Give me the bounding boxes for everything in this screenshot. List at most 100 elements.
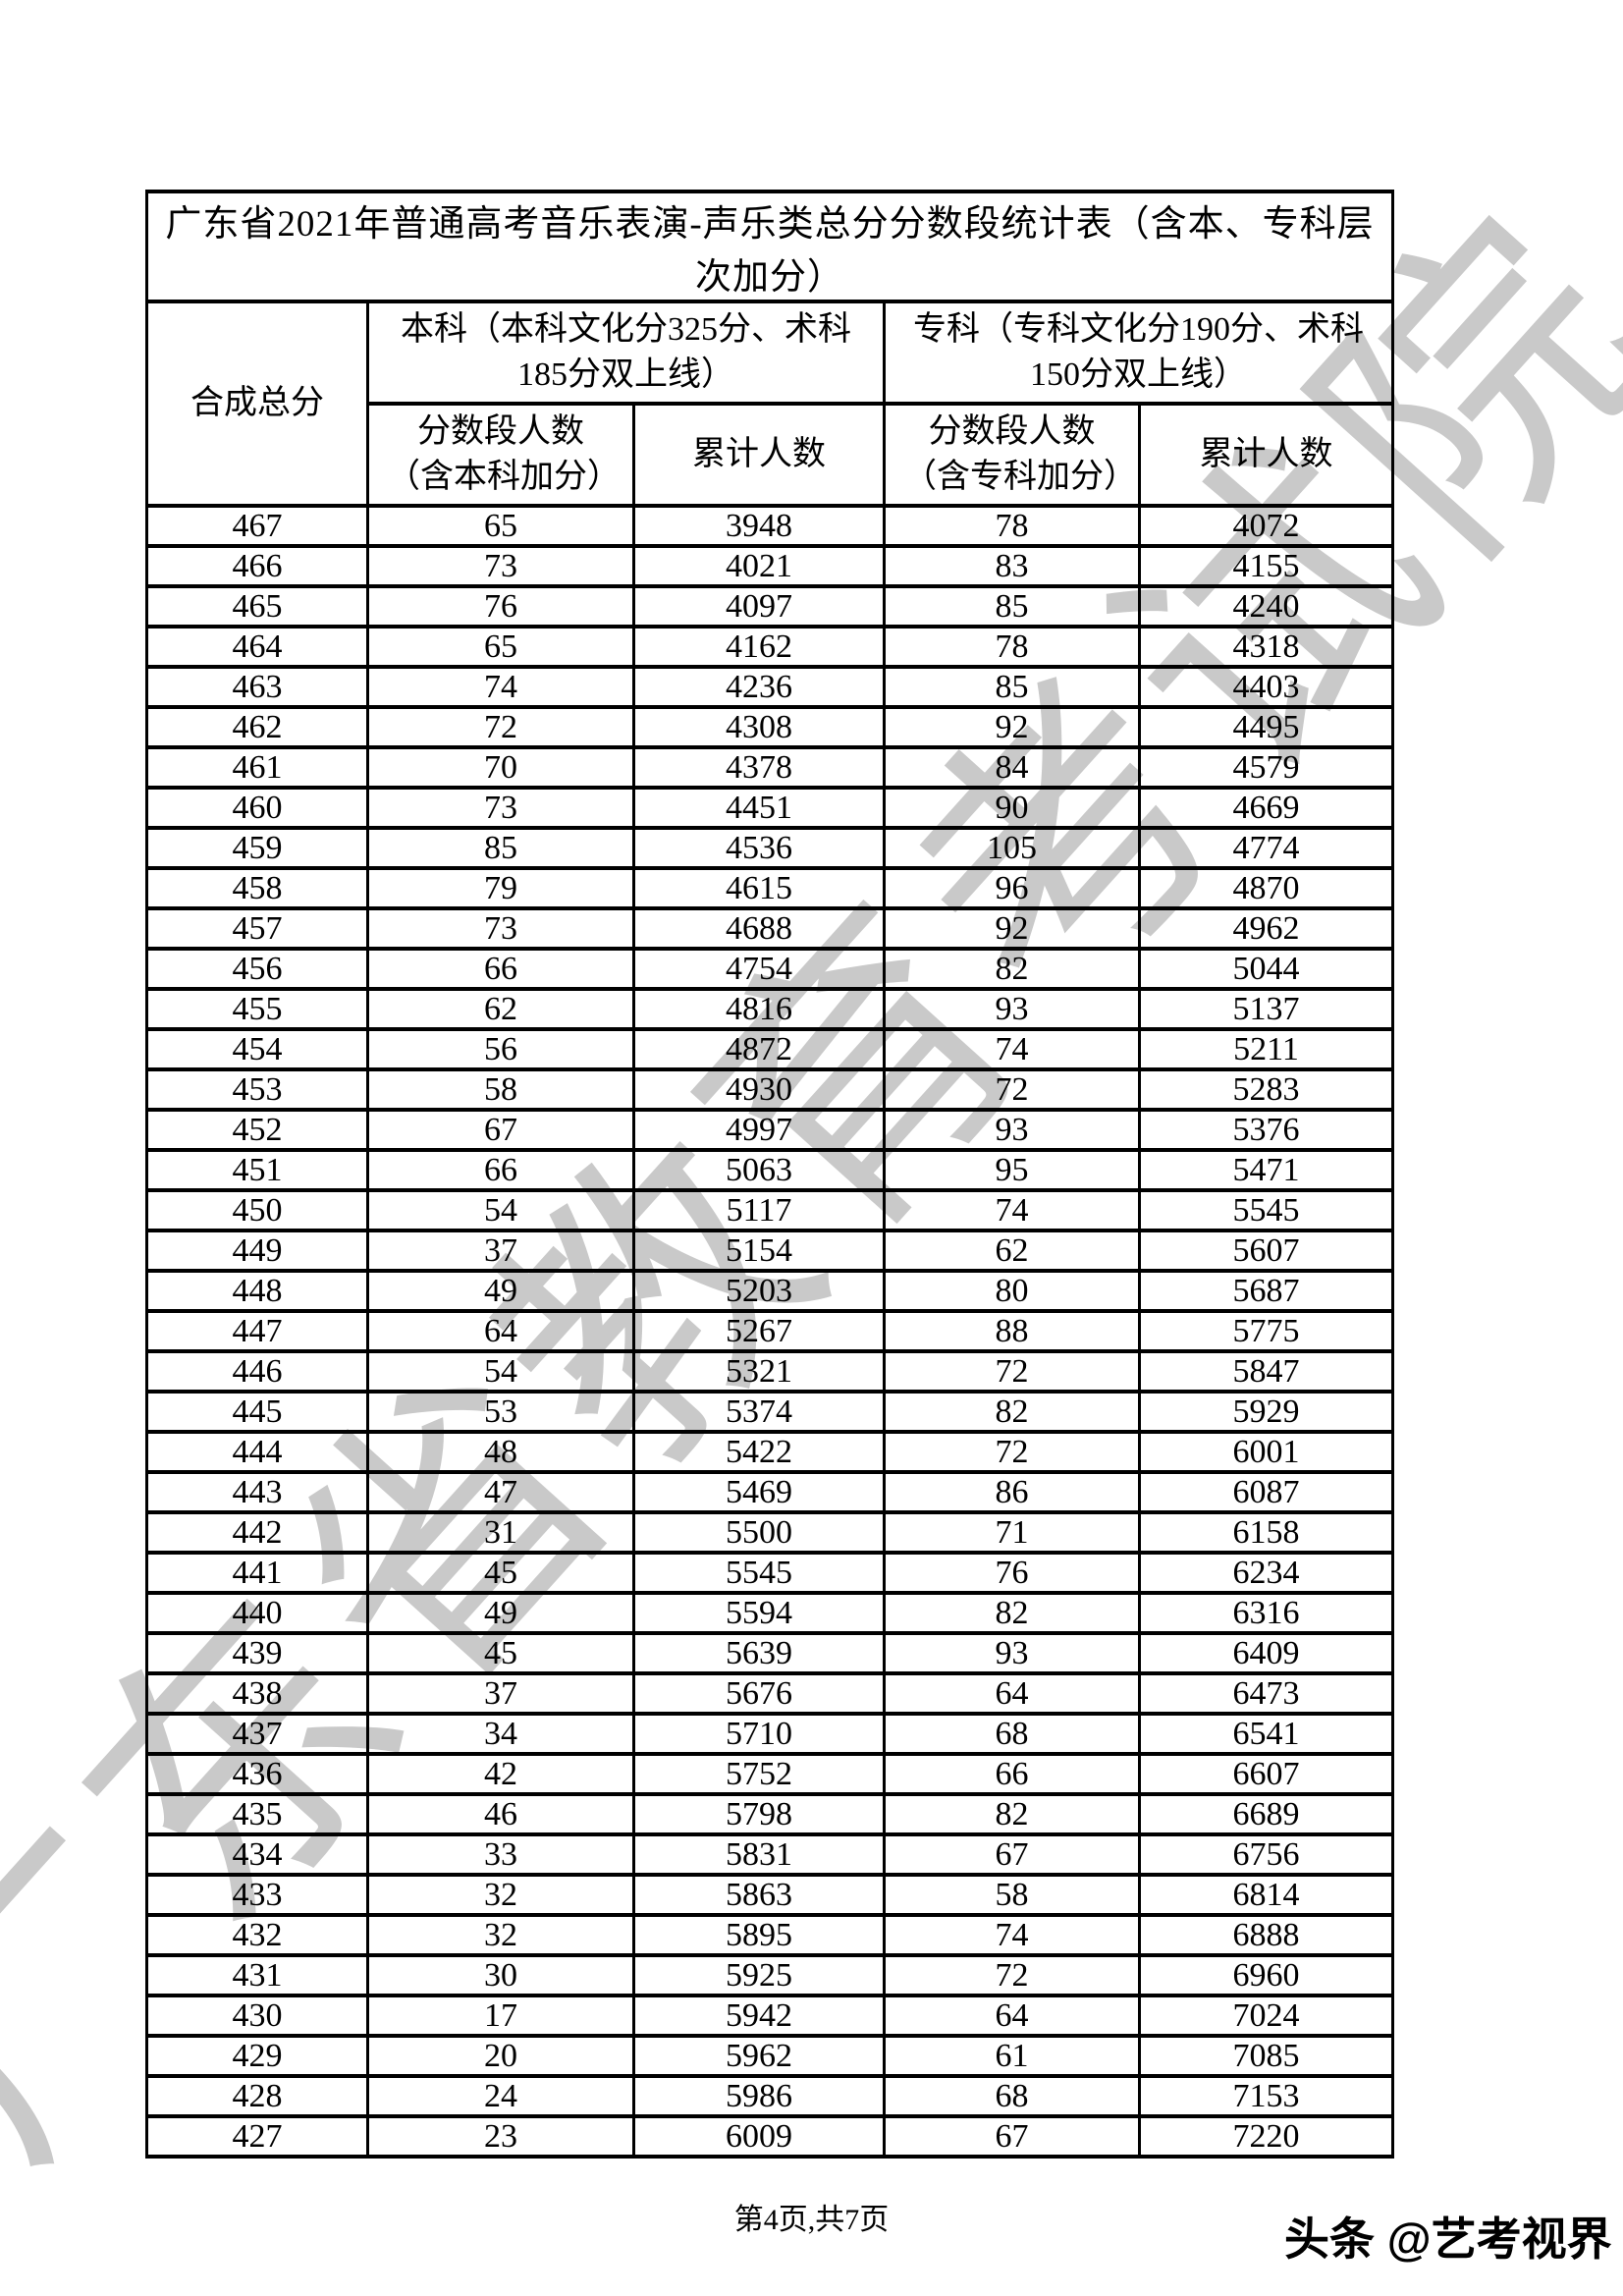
total-score-cell: 465 [145,583,369,629]
benke-segment-cell: 67 [366,1107,635,1152]
zhuanke-cumulative-cell: 6541 [1137,1711,1395,1756]
total-score-cell: 452 [145,1107,369,1152]
table-header: 广东省2021年普通高考音乐表演-声乐类总分分数段统计表（含本、专科层次加分） … [144,190,1395,508]
zhuanke-cumulative-cell: 6316 [1137,1590,1395,1635]
zhuanke-segment-cell: 68 [883,1711,1141,1756]
table-row: 463 74 4236 85 4403 [145,664,1395,709]
total-score-cell: 448 [145,1268,369,1313]
zhuanke-cumulative-cell: 6001 [1137,1429,1395,1474]
benke-cumulative-cell: 5203 [632,1268,886,1313]
benke-cumulative-cell: 5117 [632,1187,886,1232]
table-row: 438 37 5676 64 6473 [145,1670,1395,1716]
zhuanke-segment-cell: 95 [883,1147,1141,1192]
zhuanke-segment-cell: 85 [883,664,1141,709]
zhuanke-segment-cell: 67 [883,1831,1141,1877]
zhuanke-cumulative-cell: 5044 [1137,946,1395,991]
table-row: 436 42 5752 66 6607 [145,1751,1395,1796]
zhuanke-segment-cell: 74 [883,1187,1141,1232]
zhuanke-cumulative-cell: 7085 [1137,2033,1395,2078]
benke-segment-cell: 58 [366,1066,635,1112]
zhuanke-cumulative-cell: 5137 [1137,986,1395,1031]
zhuanke-segment-cell: 83 [883,543,1141,588]
benke-segment-cell: 62 [366,986,635,1031]
zhuanke-cumulative-cell: 5687 [1137,1268,1395,1313]
table-row: 466 73 4021 83 4155 [145,543,1395,588]
zhuanke-cumulative-cell: 7153 [1137,2073,1395,2118]
table-row: 428 24 5986 68 7153 [145,2073,1395,2118]
benke-cumulative-cell: 4236 [632,664,886,709]
zhuanke-segment-cell: 64 [883,1993,1141,2038]
zhuanke-segment-cell: 92 [883,905,1141,951]
benke-segment-cell: 70 [366,744,635,790]
zhuanke-segment-cell: 67 [883,2113,1141,2159]
benke-cumulative-cell: 4688 [632,905,886,951]
zhuanke-cumulative-cell: 5376 [1137,1107,1395,1152]
zhuanke-cumulative-cell: 5283 [1137,1066,1395,1112]
benke-segment-cell: 85 [366,825,635,870]
benke-segment-cell: 31 [366,1509,635,1555]
table-row: 454 56 4872 74 5211 [145,1026,1395,1071]
benke-cumulative-cell: 5986 [632,2073,886,2118]
benke-cumulative-cell: 4930 [632,1066,886,1112]
total-score-cell: 434 [145,1831,369,1877]
benke-segment-cell: 65 [366,503,635,548]
total-score-cell: 438 [145,1670,369,1716]
zhuanke-cumulative-cell: 6756 [1137,1831,1395,1877]
table-row: 444 48 5422 72 6001 [145,1429,1395,1474]
benke-segment-cell: 54 [366,1187,635,1232]
benke-cumulative-cell: 5710 [632,1711,886,1756]
zhuanke-cumulative-cell: 6888 [1137,1912,1395,1957]
zhuanke-segment-cell: 72 [883,1348,1141,1394]
benke-cumulative-cell: 5321 [632,1348,886,1394]
zhuanke-cumulative-cell: 4240 [1137,583,1395,629]
total-score-cell: 428 [145,2073,369,2118]
benke-cumulative-cell: 4097 [632,583,886,629]
total-score-cell: 437 [145,1711,369,1756]
total-score-cell: 458 [145,865,369,910]
table-row: 449 37 5154 62 5607 [145,1228,1395,1273]
table-row: 435 46 5798 82 6689 [145,1791,1395,1836]
benke-segment-cell: 17 [366,1993,635,2038]
total-score-cell: 446 [145,1348,369,1394]
table-row: 452 67 4997 93 5376 [145,1107,1395,1152]
benke-cumulative-cell: 5469 [632,1469,886,1514]
table-row: 440 49 5594 82 6316 [145,1590,1395,1635]
zhuanke-segment-cell: 78 [883,624,1141,669]
column-header-zhuanke-segment: 分数段人数（含专科加分） [883,401,1141,508]
zhuanke-cumulative-cell: 5471 [1137,1147,1395,1192]
table-body: 467 65 3948 78 4072 466 73 4021 83 4155 465 76 4097 8… [145,503,1395,2159]
table-row: 458 79 4615 96 4870 [145,865,1395,910]
column-header-zhuanke-cumulative: 累计人数 [1137,401,1395,508]
toutiao-account-watermark: 头条 @艺考视界 [1284,2214,1612,2265]
total-score-cell: 429 [145,2033,369,2078]
benke-cumulative-cell: 5942 [632,1993,886,2038]
benke-cumulative-cell: 5154 [632,1228,886,1273]
table-row: 437 34 5710 68 6541 [145,1711,1395,1756]
column-group-benke: 本科（本科文化分325分、术科185分双上线） [366,300,886,406]
total-score-cell: 456 [145,946,369,991]
table-row: 465 76 4097 85 4240 [145,583,1395,629]
zhuanke-segment-cell: 92 [883,704,1141,749]
table-row: 432 32 5895 74 6888 [145,1912,1395,1957]
zhuanke-cumulative-cell: 6234 [1137,1550,1395,1595]
benke-segment-cell: 45 [366,1630,635,1675]
benke-segment-cell: 54 [366,1348,635,1394]
zhuanke-segment-cell: 72 [883,1429,1141,1474]
benke-segment-cell: 76 [366,583,635,629]
table-sub-header-row: 分数段人数（含本科加分） 累计人数 分数段人数（含专科加分） 累计人数 [147,401,1395,508]
benke-segment-cell: 49 [366,1590,635,1635]
total-score-cell: 455 [145,986,369,1031]
zhuanke-cumulative-cell: 5607 [1137,1228,1395,1273]
benke-cumulative-cell: 5063 [632,1147,886,1192]
benke-cumulative-cell: 5500 [632,1509,886,1555]
zhuanke-cumulative-cell: 4669 [1137,785,1395,830]
benke-segment-cell: 30 [366,1952,635,1997]
zhuanke-segment-cell: 78 [883,503,1141,548]
benke-cumulative-cell: 5798 [632,1791,886,1836]
zhuanke-cumulative-cell: 5847 [1137,1348,1395,1394]
table-row: 442 31 5500 71 6158 [145,1509,1395,1555]
table-row: 455 62 4816 93 5137 [145,986,1395,1031]
zhuanke-cumulative-cell: 4579 [1137,744,1395,790]
zhuanke-cumulative-cell: 5211 [1137,1026,1395,1071]
benke-segment-cell: 64 [366,1308,635,1353]
